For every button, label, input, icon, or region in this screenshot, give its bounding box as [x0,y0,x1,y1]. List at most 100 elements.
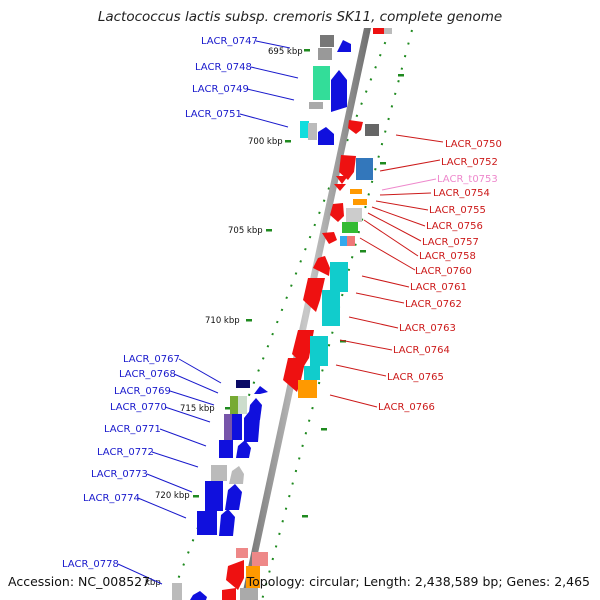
leader-line [381,178,437,191]
leader-line [329,394,378,408]
gene-label-right[interactable]: LACR_0754 [433,188,490,199]
tick-mark [304,49,310,52]
leader-line [339,339,393,351]
gene-label-left[interactable]: LACR_0770 [110,402,167,413]
gene-label-left[interactable]: LACR_0769 [114,386,171,397]
gene-block[interactable] [350,189,362,194]
gene-block[interactable] [356,158,373,180]
gene-label-left[interactable]: LACR_0771 [104,424,161,435]
gene-label-right[interactable]: LACR_0757 [422,237,479,248]
gene-label-left[interactable]: LACR_0748 [195,62,252,73]
gene-arrow[interactable] [222,588,236,600]
leader-line [361,275,410,288]
gene-block[interactable] [219,440,233,458]
gene-block[interactable] [373,28,385,34]
gene-arrow[interactable] [229,466,244,484]
gene-arrow[interactable] [334,184,346,191]
gene-arrow[interactable] [219,509,235,536]
gene-label-left[interactable]: LACR_0773 [91,469,148,480]
leader-line [146,473,193,493]
gene-block[interactable] [232,414,242,440]
gene-arrow[interactable] [244,408,260,442]
gene-arrow[interactable] [330,203,344,222]
gene-block[interactable] [238,396,247,414]
tick-mark [225,407,231,410]
gene-block[interactable] [211,465,227,481]
gene-label-right[interactable]: LACR_0761 [410,282,467,293]
gene-block[interactable] [342,222,358,233]
gene-label-left[interactable]: LACR_0747 [201,36,258,47]
gene-block[interactable] [308,123,317,140]
gene-label-right[interactable]: LACR_0752 [441,157,498,168]
gene-label-right[interactable]: LACR_0764 [393,345,450,356]
gene-label-right[interactable]: LACR_0750 [445,139,502,150]
gene-block[interactable] [230,396,239,414]
gene-arrow[interactable] [318,127,334,145]
gene-arrow[interactable] [331,70,347,112]
gene-arrow[interactable] [236,440,251,458]
gene-label-left[interactable]: LACR_0768 [119,369,176,380]
gene-block[interactable] [197,511,217,535]
gene-block[interactable] [172,583,182,600]
scale-label: 700 kbp [248,137,283,147]
gene-block[interactable] [330,262,348,292]
tick-mark [302,515,308,518]
gene-block[interactable] [304,366,320,380]
gene-label-left[interactable]: LACR_0749 [192,84,249,95]
gene-arrow[interactable] [303,278,325,312]
gene-label-left[interactable]: LACR_0778 [62,559,119,570]
gene-label-right[interactable]: LACR_0763 [399,323,456,334]
gene-label-right[interactable]: LACR_t0753 [437,174,498,185]
gene-block[interactable] [224,414,234,440]
gene-arrow[interactable] [339,155,356,180]
gene-arrow[interactable] [313,256,330,276]
gene-block[interactable] [353,199,367,205]
gene-arrow[interactable] [225,484,242,510]
leader-line [117,563,163,585]
leader-line [355,292,405,304]
gene-block[interactable] [322,290,340,326]
gene-block[interactable] [300,121,309,138]
gene-arrow[interactable] [226,560,244,590]
gene-block[interactable] [205,481,223,511]
gene-block[interactable] [313,66,330,100]
gene-block[interactable] [298,380,317,398]
gene-arrow[interactable] [190,591,207,600]
gene-block[interactable] [318,48,332,60]
gene-arrow[interactable] [337,40,351,52]
gene-block[interactable] [384,28,392,34]
gene-arrow[interactable] [254,386,268,394]
gene-block[interactable] [240,588,258,600]
gene-label-right[interactable]: LACR_0758 [419,251,476,262]
gene-label-right[interactable]: LACR_0766 [378,402,435,413]
gene-block[interactable] [236,548,248,558]
gene-label-right[interactable]: LACR_0760 [415,266,472,277]
gene-block[interactable] [347,236,355,246]
gene-arrow[interactable] [348,120,363,134]
gene-arrow[interactable] [283,358,306,392]
gene-label-right[interactable]: LACR_0765 [387,372,444,383]
gene-block[interactable] [365,124,379,136]
gene-label-left[interactable]: LACR_0774 [83,493,140,504]
scale-label: 695 kbp [268,47,303,57]
gene-arrow[interactable] [322,232,337,244]
gene-label-right[interactable]: LACR_0762 [405,299,462,310]
gene-block[interactable] [346,208,362,222]
gene-label-left[interactable]: LACR_0772 [97,447,154,458]
gene-arrow[interactable] [292,330,314,366]
leader-line [359,237,416,271]
gene-block[interactable] [340,236,348,246]
gene-label-left[interactable]: LACR_0751 [185,109,242,120]
gene-block[interactable] [236,380,250,388]
gene-label-right[interactable]: LACR_0755 [429,205,486,216]
gene-label-left[interactable]: LACR_0767 [123,354,180,365]
gene-block[interactable] [310,336,328,366]
gene-arrow[interactable] [336,176,348,184]
gene-block[interactable] [320,35,334,47]
gene-block[interactable] [252,552,268,566]
gene-block[interactable] [309,102,323,109]
gene-label-right[interactable]: LACR_0756 [426,221,483,232]
leader-line [395,134,444,143]
gene-block[interactable] [246,566,260,588]
